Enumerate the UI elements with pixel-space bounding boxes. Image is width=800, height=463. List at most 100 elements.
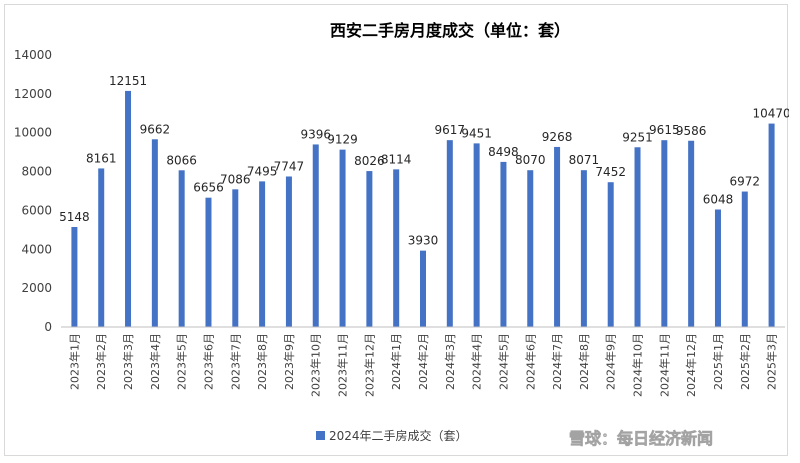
x-tick-label: 2023年2月 <box>94 333 108 390</box>
x-tick-label: 2024年9月 <box>604 333 618 390</box>
bar <box>634 147 641 327</box>
x-tick-label: 2023年9月 <box>282 333 296 390</box>
bar <box>741 191 748 327</box>
legend-swatch <box>316 431 325 440</box>
x-tick-label: 2024年8月 <box>577 333 591 390</box>
data-label: 12151 <box>109 74 147 88</box>
data-label: 8071 <box>569 153 600 167</box>
x-tick-label: 2024年3月 <box>443 333 457 390</box>
x-tick-label: 2024年2月 <box>416 333 430 390</box>
data-label: 6048 <box>703 192 734 206</box>
x-tick-label: 2023年12月 <box>362 333 376 397</box>
data-label: 9662 <box>140 122 171 136</box>
data-label: 9129 <box>327 133 358 147</box>
data-label: 9251 <box>622 130 653 144</box>
watermark: 雪球：每日经济新闻 <box>545 427 713 449</box>
y-tick-label: 0 <box>44 320 52 334</box>
bar <box>366 171 373 327</box>
y-tick-label: 10000 <box>14 126 52 140</box>
bar <box>580 170 587 327</box>
x-tick-label: 2023年5月 <box>175 333 189 390</box>
y-axis: 0 2000 4000 6000 8000 10000 12000 14000 <box>14 48 52 334</box>
data-label: 9268 <box>542 130 573 144</box>
chart-frame: 西安二手房月度成交（单位：套） 0 2000 4000 6000 8000 10000 12… <box>4 4 789 456</box>
data-label: 6656 <box>193 181 224 195</box>
bar <box>339 149 346 327</box>
y-tick-label: 4000 <box>21 242 52 256</box>
snowball-logo-icon <box>545 427 567 449</box>
data-label: 9615 <box>649 123 680 137</box>
y-tick-label: 14000 <box>14 48 52 62</box>
data-label: 8498 <box>488 145 519 159</box>
bar <box>500 161 507 327</box>
y-tick-label: 6000 <box>21 203 52 217</box>
legend: 2024年二手房成交（套） <box>316 428 468 443</box>
x-tick-label: 2025年1月 <box>711 333 725 390</box>
x-tick-label: 2024年10月 <box>631 333 645 397</box>
data-label: 9617 <box>435 123 466 137</box>
x-tick-label: 2024年5月 <box>496 333 510 390</box>
bar <box>232 189 239 327</box>
x-tick-label: 2025年2月 <box>738 333 752 390</box>
data-label: 3930 <box>408 234 439 248</box>
x-tick-label: 2023年3月 <box>121 333 135 390</box>
x-tick-label: 2024年1月 <box>389 333 403 390</box>
bar <box>661 140 668 327</box>
bar <box>446 140 453 327</box>
data-label: 9586 <box>676 124 707 138</box>
x-tick-label: 2024年7月 <box>550 333 564 390</box>
data-label: 8070 <box>515 153 546 167</box>
data-label: 9396 <box>300 127 331 141</box>
data-label: 8114 <box>381 152 412 166</box>
data-label: 8026 <box>354 154 385 168</box>
x-tick-label: 2023年8月 <box>255 333 269 390</box>
bar <box>554 146 561 327</box>
bar <box>607 182 614 327</box>
x-tick-label: 2023年1月 <box>67 333 81 390</box>
bar <box>420 250 426 327</box>
bar <box>393 169 400 327</box>
x-tick-label: 2024年12月 <box>684 333 698 397</box>
watermark-text: 雪球：每日经济新闻 <box>569 429 713 448</box>
data-label: 8066 <box>166 153 197 167</box>
data-label: 6972 <box>730 175 761 189</box>
bar <box>527 170 534 327</box>
bar-chart: 西安二手房月度成交（单位：套） 0 2000 4000 6000 8000 10000 12… <box>14 21 789 449</box>
bar <box>285 176 292 327</box>
y-tick-label: 8000 <box>21 165 52 179</box>
data-label: 7495 <box>247 164 278 178</box>
x-tick-label: 2023年6月 <box>201 333 215 390</box>
data-label: 7086 <box>220 172 251 186</box>
bar <box>768 123 775 327</box>
data-label: 8161 <box>86 151 117 165</box>
bar <box>312 144 319 327</box>
y-tick-label: 2000 <box>21 281 52 295</box>
data-label: 7452 <box>595 165 626 179</box>
bar <box>151 139 158 327</box>
legend-label: 2024年二手房成交（套） <box>329 428 468 443</box>
x-tick-label: 2023年10月 <box>309 333 323 397</box>
bar <box>205 197 212 327</box>
bar <box>178 170 185 327</box>
x-axis-labels: 2023年1月 2023年2月 2023年3月 2023年4月 2023年5月 2023年… <box>67 333 778 397</box>
x-tick-label: 2023年4月 <box>148 333 162 390</box>
bar <box>714 209 721 327</box>
chart-title: 西安二手房月度成交（单位：套） <box>330 21 570 40</box>
bar <box>688 140 695 327</box>
x-tick-label: 2025年3月 <box>765 333 779 390</box>
x-tick-label: 2024年4月 <box>470 333 484 390</box>
x-tick-label: 2024年11月 <box>657 333 671 397</box>
bars <box>71 90 775 327</box>
data-label: 5148 <box>59 210 90 224</box>
bar <box>98 168 105 327</box>
data-label: 10470 <box>752 107 789 121</box>
data-label: 7747 <box>274 159 305 173</box>
x-tick-label: 2024年6月 <box>523 333 537 390</box>
data-label: 9451 <box>461 126 492 140</box>
y-tick-label: 12000 <box>14 87 52 101</box>
bar <box>125 90 132 327</box>
bar <box>259 181 266 327</box>
bar <box>71 226 78 327</box>
x-tick-label: 2023年11月 <box>336 333 350 397</box>
